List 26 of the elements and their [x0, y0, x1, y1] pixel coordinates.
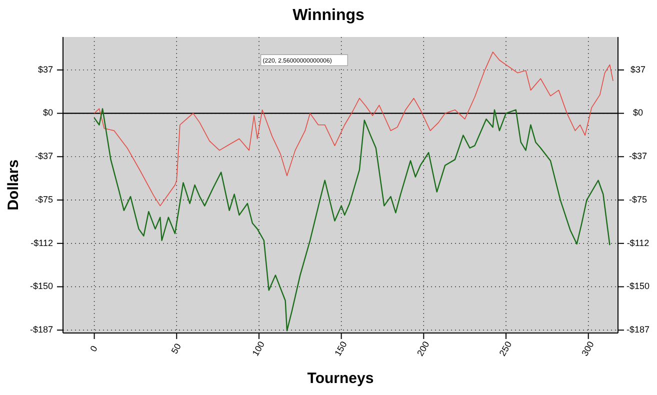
y2-tick-label: -$150 — [626, 281, 650, 292]
y-tick-label: -$37 — [34, 151, 53, 162]
x-tick-label: 200 — [415, 340, 432, 358]
x-tick-label: 300 — [580, 340, 596, 358]
y2-tick-label: -$187 — [626, 324, 650, 334]
x-tick-label: 100 — [250, 340, 267, 358]
y2-tick-label: $0 — [632, 108, 644, 118]
y-tick-label: -$150 — [30, 281, 53, 292]
line-series — [94, 52, 614, 206]
line-series — [94, 108, 610, 332]
y-tick-label: -$75 — [34, 194, 53, 204]
x-tick-label: 0 — [88, 344, 100, 354]
y-tick-label: $37 — [38, 64, 53, 74]
y2-tick-label: -$37 — [628, 151, 648, 162]
y-tick-label: -$112 — [30, 238, 53, 248]
x-axis-title: Tourneys — [307, 370, 374, 387]
y2-tick-label: -$75 — [628, 194, 648, 204]
x-tick-label: 50 — [169, 342, 183, 356]
y-axis-title: Dollars — [5, 160, 22, 210]
chart-title: Winnings — [292, 7, 365, 24]
y-tick-label: -$187 — [30, 324, 53, 334]
x-tick-label: 250 — [497, 340, 514, 358]
y2-tick-label: $37 — [630, 64, 646, 74]
y-tick-label: $0 — [42, 108, 53, 118]
y2-tick-label: -$112 — [626, 238, 650, 248]
x-tick-label: 150 — [332, 340, 349, 358]
